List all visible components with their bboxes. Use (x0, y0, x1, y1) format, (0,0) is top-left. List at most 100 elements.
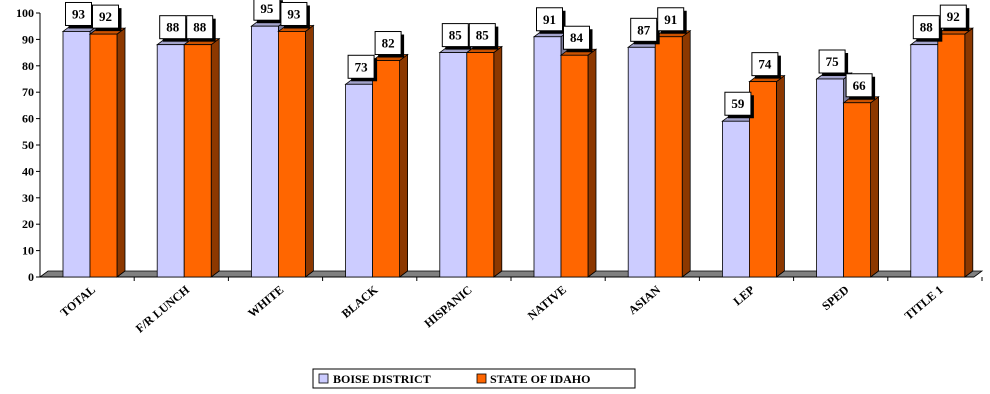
data-label: 66 (845, 73, 876, 100)
bar-front (654, 36, 683, 278)
data-label-text: 82 (382, 36, 395, 51)
data-label-text: 92 (947, 9, 960, 24)
y-tick-label: 10 (22, 244, 34, 258)
bar (842, 95, 880, 278)
x-category-label: WHITE (245, 283, 286, 321)
legend-box (312, 368, 636, 389)
x-category-label: ASIAN (626, 282, 664, 317)
bar-front (533, 36, 562, 278)
data-label-box (92, 4, 119, 29)
data-label-text: 84 (570, 30, 584, 45)
bar-side (587, 48, 597, 278)
bar (559, 48, 598, 278)
data-label: 92 (939, 4, 970, 32)
bar (371, 53, 409, 278)
data-labels: 93 92 88 88 95 93 73 82 85 85 91 84 87 91 59 74 75 66 88 92 (65, 0, 970, 119)
data-label-box (630, 17, 658, 42)
data-label-box (724, 91, 752, 116)
legend: BOISE DISTRICT STATE OF IDAHO (312, 368, 636, 389)
bar-side (116, 27, 126, 278)
data-label: 73 (347, 54, 378, 82)
bar-front (62, 31, 91, 278)
data-label-text: 91 (543, 12, 556, 27)
x-axis-categories: TOTAL F/R LUNCH WHITE BLACK HISPANIC NATIVE AS… (58, 277, 983, 336)
data-label-box (939, 4, 967, 29)
data-label-box (845, 73, 873, 98)
data-label-box (536, 7, 563, 32)
data-label: 82 (374, 31, 405, 58)
data-label-text: 88 (166, 20, 180, 35)
data-label: 91 (536, 7, 566, 34)
bar (465, 45, 503, 278)
legend-label-boise: BOISE DISTRICT (333, 372, 431, 386)
bar (182, 37, 221, 278)
bar-front (183, 44, 212, 278)
bar (277, 24, 315, 278)
data-label-text: 93 (72, 6, 86, 21)
bar-side (681, 29, 691, 278)
y-tick-label: 0 (28, 270, 34, 284)
y-tick-label: 40 (22, 164, 34, 178)
bar-front (466, 52, 495, 278)
data-label-box (374, 31, 402, 56)
bar-front (560, 54, 589, 278)
data-label-text: 95 (260, 1, 274, 16)
bar-front (372, 60, 401, 278)
data-label-text: 91 (664, 12, 677, 27)
x-category-label: SPED (819, 282, 852, 313)
data-label-text: 88 (193, 20, 207, 35)
bar-front (250, 25, 279, 278)
y-tick-label: 60 (22, 112, 34, 126)
data-label-text: 92 (99, 9, 112, 24)
bar-side (399, 53, 409, 278)
bar-side (493, 45, 503, 278)
data-label-box (563, 25, 590, 50)
x-category-label: BLACK (339, 282, 381, 321)
data-label-text: 93 (287, 6, 301, 21)
bar-front (277, 31, 306, 278)
data-label-text: 75 (826, 54, 840, 69)
legend-label-idaho: STATE OF IDAHO (490, 372, 590, 386)
bar-front (816, 78, 844, 278)
legend-swatch-idaho (476, 373, 487, 384)
y-tick-label: 100 (16, 6, 34, 20)
data-label: 88 (186, 15, 216, 42)
data-label-box (280, 1, 308, 26)
data-label: 95 (253, 0, 283, 24)
bar-front (843, 102, 871, 278)
legend-swatch-boise (318, 373, 329, 384)
bar-front (627, 46, 656, 278)
bar (748, 74, 786, 278)
data-label-box (441, 23, 469, 48)
bar (654, 29, 692, 278)
bars (61, 19, 974, 278)
bar-side (776, 74, 785, 278)
x-category-label: F/R LUNCH (133, 282, 193, 335)
bar-side (304, 24, 314, 278)
data-label-box (186, 15, 214, 40)
y-tick-label: 90 (22, 32, 34, 46)
x-category-label: NATIVE (525, 283, 569, 323)
bar (88, 27, 127, 278)
x-category-label: LEP (730, 283, 757, 309)
bar-side (870, 95, 879, 278)
x-category-label: TOTAL (58, 283, 98, 320)
y-tick-label: 20 (22, 217, 34, 231)
data-label-text: 59 (731, 96, 745, 111)
data-label-text: 88 (920, 20, 934, 35)
data-label-box (912, 15, 940, 40)
data-label-text: 85 (449, 28, 463, 43)
data-label-text: 85 (476, 28, 490, 43)
data-label: 93 (65, 1, 95, 29)
data-label: 92 (92, 4, 122, 32)
bar-front (439, 52, 468, 278)
bar (936, 27, 974, 278)
data-label: 85 (441, 23, 472, 50)
y-tick-label: 30 (22, 191, 34, 205)
y-tick-label: 70 (22, 85, 34, 99)
bar-front (937, 33, 966, 278)
bar-front (910, 44, 939, 278)
x-category-label: TITLE 1 (902, 283, 946, 323)
data-label-text: 73 (355, 59, 369, 74)
